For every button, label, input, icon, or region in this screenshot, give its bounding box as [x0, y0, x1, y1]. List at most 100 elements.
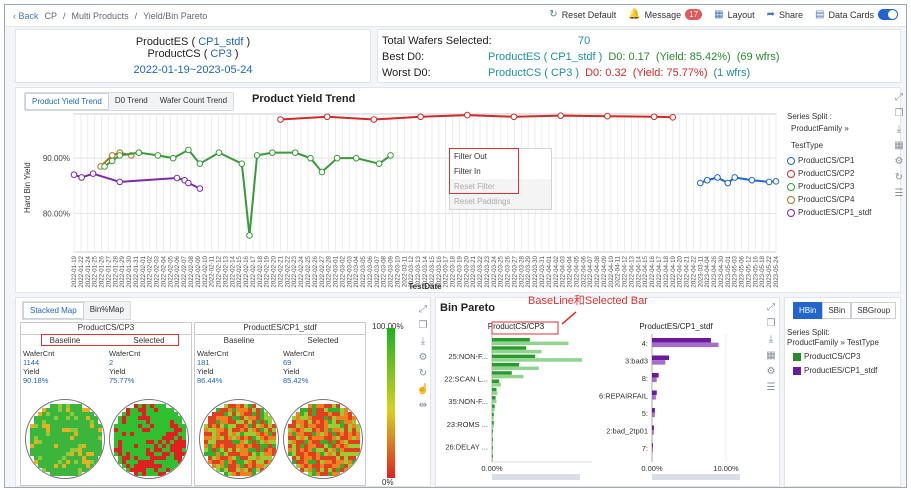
series-line: [699, 176, 777, 185]
legend-item[interactable]: ProductES/CP1_stdf: [787, 208, 871, 217]
expand-icon[interactable]: ⤢: [419, 304, 427, 315]
x-tick-label: 2022-03-15: [429, 255, 436, 287]
x-tick-label: 2022-03-09: [388, 255, 395, 287]
bin-legend-item[interactable]: ProductES/CP1_stdf: [793, 366, 877, 375]
menu-filter-in[interactable]: Filter In: [454, 167, 481, 176]
hand-icon[interactable]: ☝: [416, 384, 430, 395]
tab-stacked-map[interactable]: Stacked Map: [23, 302, 84, 319]
legend-split-testtype[interactable]: TestType: [791, 141, 824, 150]
download-icon[interactable]: ⤓: [768, 334, 774, 345]
breadcrumb-multi-products[interactable]: Multi Products: [71, 11, 129, 21]
message-count-badge: 17: [685, 9, 703, 20]
annotation-arrow: [561, 311, 577, 325]
tab-bin-percent-map[interactable]: Bin%Map: [89, 305, 124, 314]
x-tick-label: 2023-03-11: [697, 255, 704, 287]
series-marker-icon: [787, 208, 795, 217]
breadcrumb-cp[interactable]: CP: [44, 11, 58, 21]
tab-sbgroup[interactable]: SBGroup: [851, 302, 897, 319]
x-tick-label: 2023-05-12: [745, 255, 752, 287]
x-tick-label: 2023-04-04: [704, 255, 711, 287]
refresh-icon[interactable]: ↻: [418, 368, 428, 379]
x-tick-label: 2022-03-08: [381, 255, 388, 287]
legend-item[interactable]: ProductCS/CP4: [787, 195, 871, 204]
tab-wafer-count-trend[interactable]: Wafer Count Trend: [159, 96, 228, 105]
x-tick-label: 2022-04-12: [622, 255, 629, 287]
legend-item[interactable]: ProductCS/CP1: [787, 156, 871, 165]
data-cards-toggle[interactable]: ▤ Data Cards: [815, 9, 898, 20]
y-tick-label: 80.00%: [43, 209, 70, 218]
baseline-bar: [492, 421, 494, 425]
data-point: [135, 149, 143, 156]
copy-icon[interactable]: ❐: [894, 108, 904, 119]
wafer-map-baseline[interactable]: [199, 399, 279, 479]
legend-split-family[interactable]: ProductFamily »: [791, 124, 849, 133]
bin-legend-item[interactable]: ProductCS/CP3: [793, 352, 860, 361]
share-button[interactable]: ➦ Share: [766, 9, 804, 20]
download-icon[interactable]: ⤓: [420, 336, 426, 347]
tab-d0-trend[interactable]: D0 Trend: [114, 96, 148, 105]
data-point: [253, 152, 261, 159]
table-icon[interactable]: ▦: [894, 140, 904, 151]
trend-toolbar: ⤢ ❐ ⤓ ▦ ⚙ ↻ ☰: [892, 92, 906, 199]
list-icon[interactable]: ☰: [766, 382, 776, 393]
trend-tabs: Product Yield Trend D0 Trend Wafer Count…: [24, 92, 235, 111]
toggle-switch[interactable]: [878, 9, 898, 20]
data-point: [101, 163, 108, 170]
bin-label: 4:: [642, 339, 648, 348]
flip-icon[interactable]: ⇹: [418, 400, 428, 411]
series-marker-icon: [787, 169, 795, 178]
tab-sbin[interactable]: SBin: [822, 302, 852, 319]
tab-hbin[interactable]: HBin: [793, 302, 823, 319]
wafer-map-selected[interactable]: [109, 399, 189, 479]
x-tick-label: 2022-02-10: [202, 255, 209, 287]
x-tick-label: 2022-03-21: [470, 255, 477, 287]
x-tick-label: 2022-02-02: [147, 255, 154, 287]
yield-color-scale: [387, 328, 395, 478]
copy-icon[interactable]: ❐: [418, 320, 428, 331]
x-tick-label: 2022-04-19: [670, 255, 677, 287]
download-icon[interactable]: ⤓: [896, 124, 902, 135]
tab-product-yield-trend[interactable]: Product Yield Trend: [25, 93, 109, 110]
expand-icon[interactable]: ⤢: [767, 302, 775, 313]
bin-label: 7:: [642, 444, 648, 453]
trend-chart[interactable]: 2022-01-19 2022-01-22 2022-01-24 2022-01-25…: [16, 88, 902, 294]
bin-label: 6:REPAIRFAIL: [599, 392, 648, 401]
settings-icon[interactable]: ⚙: [418, 352, 428, 363]
baseline-bar: [492, 404, 495, 408]
bin-label: 22:SCAN L...: [444, 375, 488, 384]
x-tick-label: 2022-03-19: [456, 255, 463, 287]
x-tick-label: 2023-05-18: [759, 255, 766, 287]
data-point: [724, 179, 732, 187]
refresh-icon[interactable]: ↻: [894, 172, 904, 183]
bin-split-values[interactable]: ProductFamily » TestType: [787, 338, 879, 347]
layout-button[interactable]: ▦ Layout: [714, 9, 755, 20]
table-icon[interactable]: ▦: [766, 350, 776, 361]
pareto-chart[interactable]: ProductCS/CP3 25:NON-F... 22:SCAN L... 35:N…: [436, 298, 781, 488]
list-icon[interactable]: ☰: [894, 188, 904, 199]
wafer-map-selected[interactable]: [283, 399, 363, 479]
data-point: [387, 152, 394, 159]
reset-default-button[interactable]: ↻ Reset Default: [549, 9, 617, 20]
x-tick-label: 2022-03-30: [532, 255, 539, 287]
baseline-header: Baseline: [223, 336, 255, 345]
legend-item[interactable]: ProductCS/CP2: [787, 169, 871, 178]
x-tick-label: 2023-05-01: [725, 255, 732, 287]
data-point: [604, 112, 611, 120]
selected-bar: [492, 399, 497, 404]
settings-icon[interactable]: ⚙: [766, 366, 776, 377]
settings-icon[interactable]: ⚙: [894, 156, 904, 167]
back-link[interactable]: ‹ Back: [13, 11, 39, 21]
expand-icon[interactable]: ⤢: [895, 92, 903, 103]
green-swatch-icon: [793, 352, 801, 361]
bin-legend-panel: HBin SBin SBGroup Series Split: ProductF…: [784, 297, 901, 487]
wafer-map-baseline[interactable]: [25, 399, 105, 479]
selected-bar: [492, 449, 493, 453]
legend-item[interactable]: ProductCS/CP3: [787, 182, 871, 191]
message-button[interactable]: 🔔 Message 17: [628, 9, 703, 20]
x-tick-label: 2022-03-24: [491, 255, 498, 287]
pareto-title: Bin Pareto: [440, 302, 496, 314]
menu-filter-out[interactable]: Filter Out: [454, 152, 487, 161]
copy-icon[interactable]: ❐: [766, 318, 776, 329]
series-line: [280, 114, 673, 121]
bin-label: 2:bad_2tp01: [606, 427, 648, 436]
